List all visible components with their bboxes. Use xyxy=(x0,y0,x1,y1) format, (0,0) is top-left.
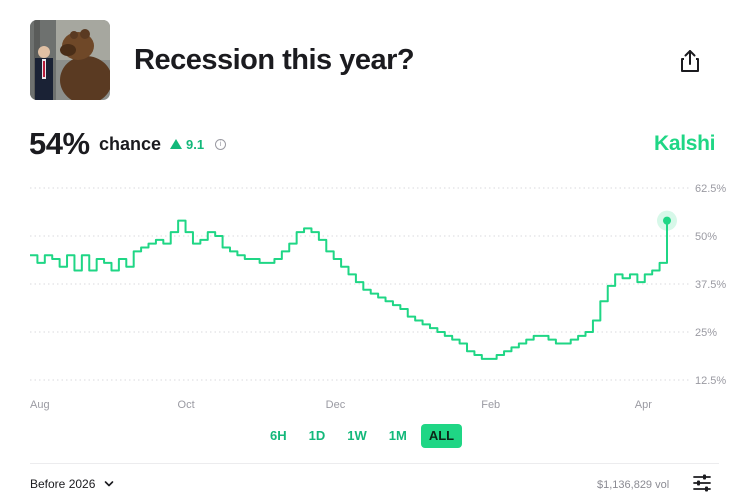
y-tick-label: 12.5% xyxy=(695,375,726,387)
x-tick-label: Feb xyxy=(481,399,500,411)
market-thumbnail xyxy=(30,20,110,100)
market-selector[interactable]: Before 2026 xyxy=(30,476,114,492)
y-tick-label: 50% xyxy=(695,231,717,243)
change-value: 9.1 xyxy=(186,136,205,152)
filter-button[interactable] xyxy=(692,473,712,493)
info-icon[interactable]: i xyxy=(215,139,226,150)
probability-label: chance xyxy=(99,134,162,154)
brand-logo[interactable]: Kalshi xyxy=(654,132,716,155)
x-tick-label: Oct xyxy=(178,399,195,411)
x-tick-label: Aug xyxy=(30,399,50,411)
market-selector-label: Before 2026 xyxy=(30,477,96,491)
divider xyxy=(30,463,719,464)
y-tick-label: 62.5% xyxy=(695,183,726,195)
market-title: Recession this year? xyxy=(134,44,415,76)
range-button-6h[interactable]: 6H xyxy=(270,428,287,443)
chevron-down-icon xyxy=(105,481,114,487)
range-button-1w[interactable]: 1W xyxy=(347,428,367,443)
probability-value: 54% xyxy=(29,126,90,161)
range-button-1m[interactable]: 1M xyxy=(388,428,407,443)
y-tick-label: 25% xyxy=(695,327,717,339)
share-button[interactable] xyxy=(677,48,703,74)
time-range-selector: 6H 1D 1W 1M ALL xyxy=(262,424,463,448)
sliders-icon xyxy=(693,474,711,492)
current-point xyxy=(663,216,671,225)
market-image xyxy=(30,20,110,100)
price-line xyxy=(30,219,668,360)
price-history-chart[interactable]: 62.5% 50% 37.5% 25% 12.5% Aug Oct Dec Feb Apr xyxy=(0,170,743,420)
y-tick-label: 37.5% xyxy=(695,279,726,291)
triangle-up-icon xyxy=(170,139,182,149)
range-button-1d[interactable]: 1D xyxy=(308,428,326,443)
volume-text: $1,136,829 vol xyxy=(597,479,670,491)
share-icon xyxy=(681,50,699,72)
range-button-all[interactable]: ALL xyxy=(420,424,463,448)
x-tick-label: Dec xyxy=(326,399,346,411)
change-indicator: 9.1 xyxy=(170,136,204,152)
x-tick-label: Apr xyxy=(635,399,652,411)
